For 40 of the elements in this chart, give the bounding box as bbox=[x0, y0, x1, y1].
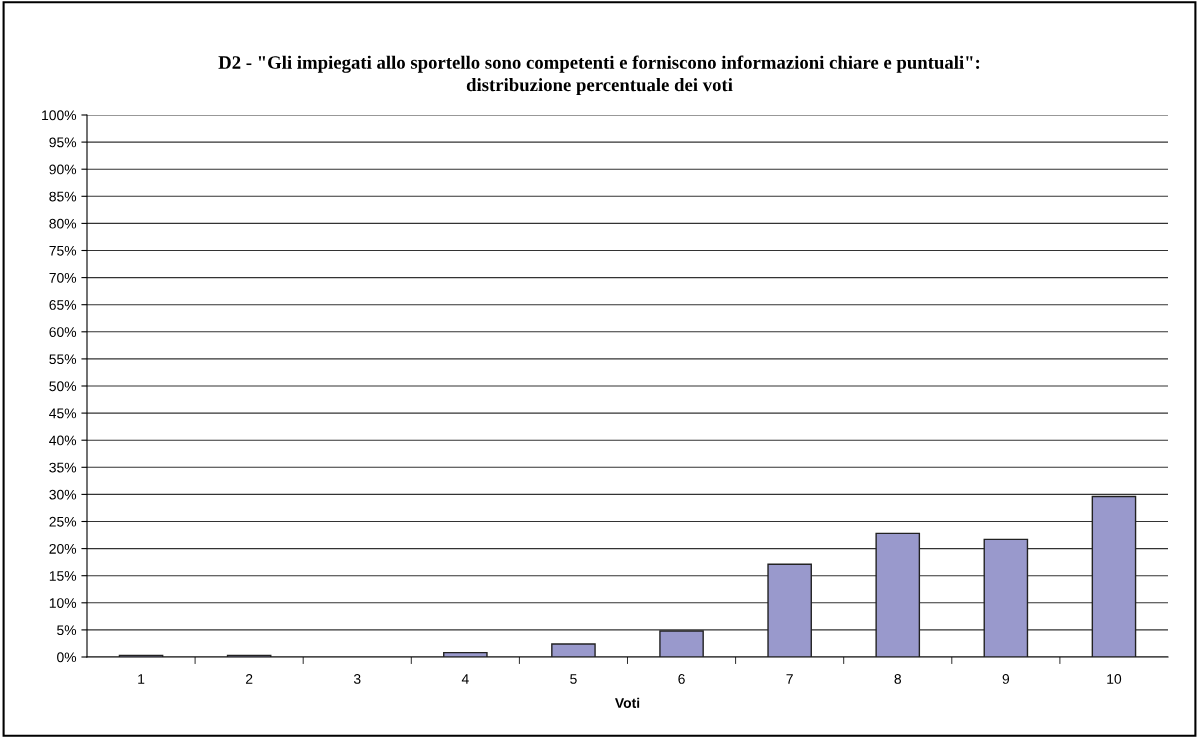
x-tick-label: 1 bbox=[138, 674, 145, 684]
x-tick-label: 4 bbox=[461, 674, 469, 684]
chart-title: D2 - "Gli impiegati allo sportello sono competenti e forniscono informazioni chiare e puntuali": distribuzione percentuale dei voti bbox=[218, 55, 980, 95]
x-tick-label: 8 bbox=[894, 674, 902, 684]
y-tick-label: 70% bbox=[49, 272, 77, 283]
bar bbox=[983, 538, 1029, 657]
y-tick-label: 5% bbox=[57, 625, 77, 636]
y-tick-label: 55% bbox=[49, 354, 77, 365]
y-tick-label: 50% bbox=[49, 381, 77, 392]
y-tick-label: 15% bbox=[49, 571, 77, 581]
bar bbox=[875, 532, 921, 657]
y-tick-label: 85% bbox=[49, 191, 77, 202]
bar bbox=[1091, 495, 1137, 657]
y-tick-label: 45% bbox=[49, 408, 77, 419]
y-tick-label: 100% bbox=[42, 110, 77, 121]
x-axis-title: Voti bbox=[614, 697, 640, 708]
y-tick-label: 60% bbox=[49, 327, 77, 337]
y-tick-label: 20% bbox=[49, 543, 77, 554]
y-tick-label: 40% bbox=[49, 435, 77, 446]
y-tick-label: 25% bbox=[49, 516, 77, 527]
y-tick-label: 80% bbox=[49, 218, 77, 229]
x-tick-label: 10 bbox=[1107, 674, 1122, 684]
y-tick-label: 0% bbox=[57, 652, 77, 663]
x-tick-label: 3 bbox=[353, 674, 361, 684]
y-tick-label: 75% bbox=[49, 245, 77, 256]
bar bbox=[443, 651, 488, 657]
y-tick-label: 35% bbox=[49, 462, 77, 473]
x-tick-label: 5 bbox=[570, 674, 577, 684]
bar bbox=[551, 643, 596, 657]
x-tick-label: 2 bbox=[245, 674, 253, 684]
y-tick-label: 65% bbox=[49, 300, 77, 310]
y-tick-label: 95% bbox=[49, 137, 77, 148]
bar bbox=[767, 563, 812, 657]
x-tick-label: 7 bbox=[786, 674, 793, 684]
x-tick-label: 6 bbox=[678, 674, 685, 684]
y-tick-label: 10% bbox=[49, 598, 77, 608]
y-tick-label: 30% bbox=[49, 489, 77, 500]
y-tick-label: 90% bbox=[49, 164, 77, 175]
x-tick-label: 9 bbox=[1002, 674, 1010, 684]
bar bbox=[659, 630, 704, 657]
